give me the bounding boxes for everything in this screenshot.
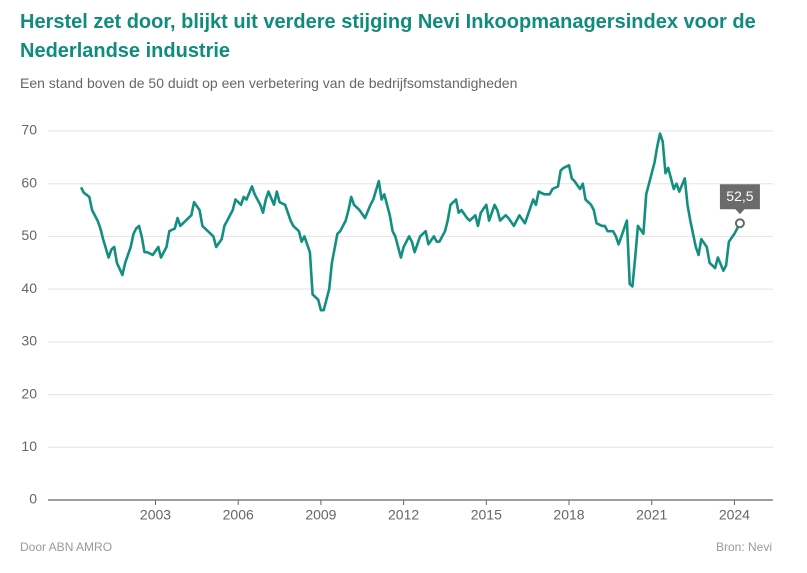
- x-tick-label: 2012: [388, 507, 419, 523]
- x-tick-label: 2003: [140, 507, 171, 523]
- y-tick-label: 20: [21, 385, 37, 401]
- y-tick-label: 40: [21, 280, 37, 296]
- y-tick-label: 0: [29, 491, 37, 507]
- x-tick-label: 2018: [553, 507, 584, 523]
- y-tick-label: 30: [21, 333, 37, 349]
- end-point: [734, 218, 745, 229]
- chart-title: Herstel zet door, blijkt uit verdere sti…: [20, 11, 756, 62]
- y-tick-label: 70: [21, 122, 37, 138]
- label-pointer: [734, 208, 745, 215]
- label-box: [719, 184, 760, 210]
- credit: Door ABN AMRO: [20, 540, 113, 554]
- chart-subtitle: Een stand boven de 50 duidt op een verbe…: [20, 75, 518, 91]
- y-tick-label: 50: [21, 227, 37, 243]
- x-tick-label: 2015: [471, 507, 502, 523]
- x-tick-label: 2024: [719, 507, 750, 523]
- x-tick-label: 2009: [305, 507, 336, 523]
- x-tick-label: 2006: [223, 507, 254, 523]
- line-series: [79, 132, 742, 312]
- y-tick-label: 10: [21, 438, 37, 454]
- value-label: 52,5: [726, 188, 753, 204]
- x-tick-label: 2021: [636, 507, 667, 523]
- source: Bron: Nevi: [715, 540, 772, 554]
- y-tick-label: 60: [21, 174, 37, 190]
